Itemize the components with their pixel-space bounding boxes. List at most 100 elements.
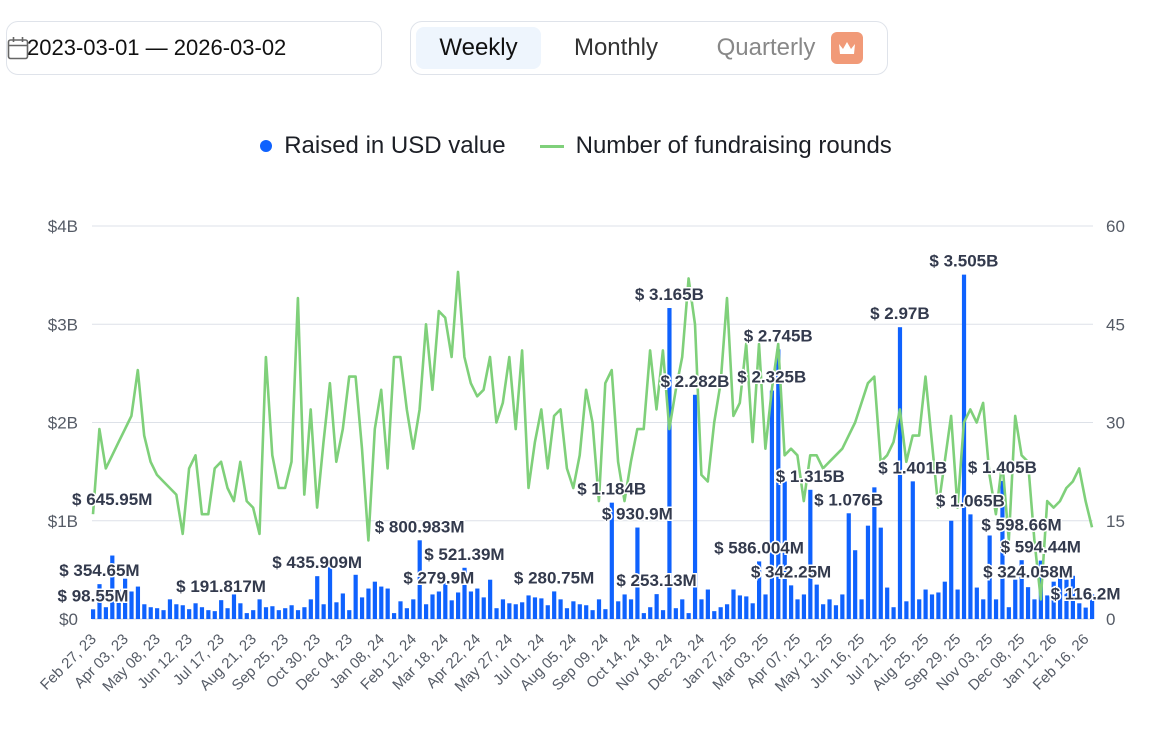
bar xyxy=(917,599,922,619)
bar xyxy=(430,594,435,619)
bar xyxy=(1083,607,1088,619)
bar xyxy=(769,390,775,619)
bar xyxy=(731,589,736,619)
bar xyxy=(251,610,256,619)
bar xyxy=(955,589,960,619)
bar xyxy=(411,599,416,619)
crown-icon xyxy=(831,32,863,64)
chart-legend: Raised in USD value Number of fundraisin… xyxy=(0,132,1152,160)
data-label: $ 3.165B xyxy=(635,285,704,304)
bar xyxy=(648,607,653,619)
bar xyxy=(891,607,896,619)
data-label: $ 279.9M xyxy=(403,568,474,587)
bar xyxy=(97,584,102,619)
bar xyxy=(334,602,339,619)
bar xyxy=(1077,603,1082,619)
bar xyxy=(814,584,819,619)
data-label: $ 1.315B xyxy=(776,467,845,486)
bar xyxy=(936,592,941,619)
data-label: $ 598.66M xyxy=(981,516,1061,535)
bar xyxy=(327,566,333,619)
bar xyxy=(289,605,294,619)
y-left-tick-label: $0 xyxy=(59,610,78,629)
bar xyxy=(782,481,787,619)
bar xyxy=(302,607,307,619)
tab-monthly[interactable]: Monthly xyxy=(573,34,659,61)
bar xyxy=(821,604,826,619)
bar xyxy=(686,613,691,619)
legend-item-raised[interactable]: Raised in USD value xyxy=(260,132,506,160)
bar xyxy=(456,592,461,619)
bar xyxy=(564,608,570,619)
bar xyxy=(603,609,608,619)
bar xyxy=(225,608,230,619)
data-label: $ 435.909M xyxy=(272,553,362,572)
data-label: $ 1.184B xyxy=(577,480,646,499)
bar xyxy=(827,599,832,619)
bar xyxy=(187,609,192,619)
bar xyxy=(609,502,614,619)
bar xyxy=(705,589,710,619)
bar xyxy=(801,594,807,619)
data-label: $ 1.076B xyxy=(814,490,883,509)
bar xyxy=(808,489,813,619)
bar xyxy=(872,487,877,619)
bar xyxy=(513,604,518,619)
bar xyxy=(340,593,345,619)
bar xyxy=(91,609,96,619)
data-label: $ 1.401B xyxy=(878,458,947,477)
bar xyxy=(366,588,371,619)
bar xyxy=(552,591,557,619)
bar xyxy=(596,599,602,619)
bar xyxy=(494,608,499,619)
data-label: $ 324.058M xyxy=(983,563,1073,582)
bar xyxy=(878,527,883,619)
bar xyxy=(193,603,198,619)
calendar-icon[interactable] xyxy=(7,36,29,60)
bar xyxy=(942,581,947,619)
bar xyxy=(404,608,409,619)
bar xyxy=(1051,581,1056,619)
bar xyxy=(929,594,935,619)
bar xyxy=(1070,575,1075,619)
date-range-picker[interactable]: 2023-03-01 — 2026-03-02 xyxy=(6,21,382,75)
bar xyxy=(692,394,698,619)
bar xyxy=(757,561,762,619)
data-label: $ 1.065B xyxy=(936,491,1005,510)
bar xyxy=(295,610,301,619)
bar xyxy=(1013,579,1018,619)
bar xyxy=(1045,595,1050,619)
bar xyxy=(353,574,358,619)
bar xyxy=(129,591,134,619)
legend-dot-icon xyxy=(260,140,273,152)
bar xyxy=(135,586,141,619)
bar xyxy=(244,613,249,619)
bar xyxy=(718,607,723,619)
bar xyxy=(110,555,115,619)
data-label: $ 2.282B xyxy=(660,372,729,391)
bar xyxy=(212,611,217,619)
bar xyxy=(833,605,839,619)
bar xyxy=(270,606,275,619)
tab-quarterly[interactable]: Quarterly xyxy=(716,34,816,61)
tab-weekly[interactable]: Weekly xyxy=(416,27,541,69)
bar xyxy=(488,579,493,619)
bar xyxy=(699,599,704,619)
bar xyxy=(263,607,269,619)
bar xyxy=(180,605,185,619)
bar xyxy=(846,513,851,619)
bar xyxy=(321,604,326,619)
bar xyxy=(616,601,621,619)
y-left-tick-label: $4B xyxy=(48,217,78,236)
bar xyxy=(391,613,397,619)
bar xyxy=(424,604,429,619)
bar xyxy=(167,599,173,619)
legend-item-rounds[interactable]: Number of fundraising rounds xyxy=(539,132,892,160)
bar xyxy=(865,525,871,619)
bar xyxy=(853,550,858,619)
bar xyxy=(923,589,928,619)
rounds-line xyxy=(91,270,1094,601)
legend-label-raised: Raised in USD value xyxy=(284,132,506,159)
bar xyxy=(436,591,442,619)
y-left-tick-label: $3B xyxy=(48,315,78,334)
